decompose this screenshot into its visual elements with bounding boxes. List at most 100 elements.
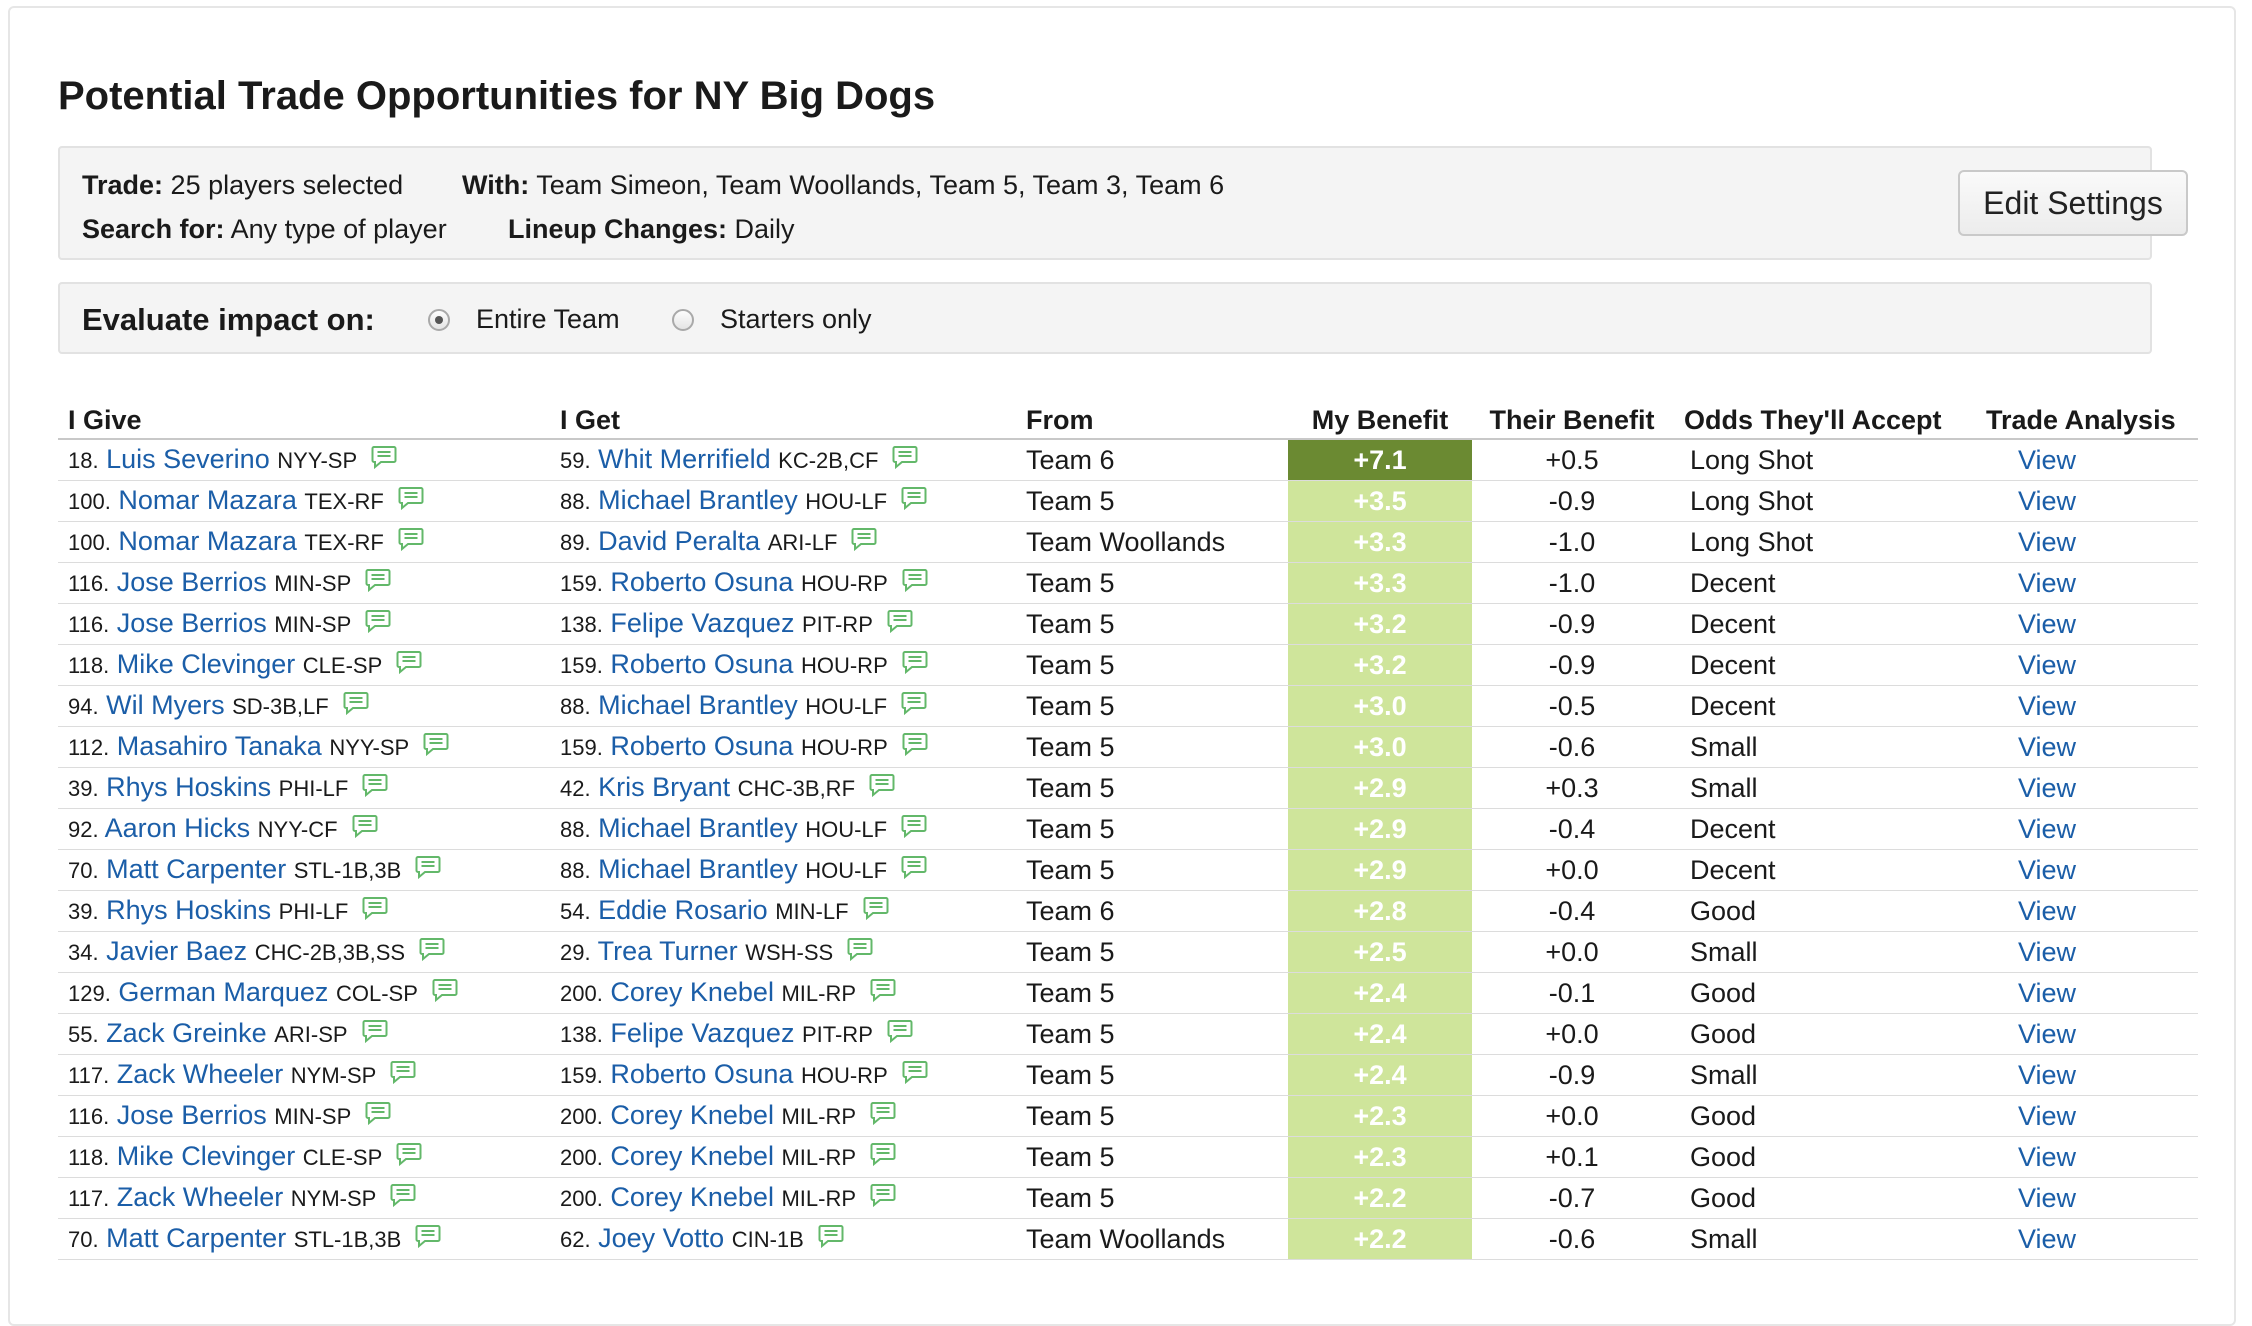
view-trade-link[interactable]: View (2018, 608, 2077, 639)
player-note-icon[interactable] (343, 691, 369, 722)
player-note-icon[interactable] (398, 486, 424, 517)
give-player-link[interactable]: Luis Severino (106, 443, 270, 474)
get-player-link[interactable]: Felipe Vazquez (610, 1017, 795, 1048)
view-trade-link[interactable]: View (2018, 1182, 2077, 1213)
edit-settings-button[interactable]: Edit Settings (1958, 170, 2188, 236)
player-note-icon[interactable] (870, 1142, 896, 1173)
get-player-link[interactable]: Corey Knebel (610, 1099, 774, 1130)
player-note-icon[interactable] (390, 1060, 416, 1091)
view-trade-link[interactable]: View (2018, 567, 2077, 598)
get-player-link[interactable]: Felipe Vazquez (610, 607, 795, 638)
header-their-benefit[interactable]: Their Benefit (1472, 396, 1672, 440)
get-player-link[interactable]: Michael Brantley (598, 689, 798, 720)
get-player-link[interactable]: Trea Turner (597, 935, 738, 966)
player-note-icon[interactable] (870, 1183, 896, 1214)
player-note-icon[interactable] (365, 609, 391, 640)
player-note-icon[interactable] (423, 732, 449, 763)
give-player-link[interactable]: Zack Wheeler (116, 1181, 284, 1212)
player-note-icon[interactable] (869, 773, 895, 804)
get-player-link[interactable]: David Peralta (598, 525, 761, 556)
view-trade-link[interactable]: View (2018, 936, 2077, 967)
player-note-icon[interactable] (901, 691, 927, 722)
get-player-link[interactable]: Corey Knebel (610, 1140, 774, 1171)
give-player-link[interactable]: Aaron Hicks (104, 812, 251, 843)
player-note-icon[interactable] (432, 978, 458, 1009)
player-note-icon[interactable] (818, 1224, 844, 1255)
view-trade-link[interactable]: View (2018, 1018, 2077, 1049)
header-odds[interactable]: Odds They'll Accept (1672, 396, 1941, 440)
player-note-icon[interactable] (887, 609, 913, 640)
get-player-link[interactable]: Roberto Osuna (610, 1058, 794, 1089)
get-player-link[interactable]: Joey Votto (598, 1222, 725, 1253)
player-note-icon[interactable] (902, 650, 928, 681)
give-player-link[interactable]: Javier Baez (106, 935, 248, 966)
player-note-icon[interactable] (396, 1142, 422, 1173)
give-player-link[interactable]: Nomar Mazara (118, 484, 297, 515)
radio-entire-team[interactable]: Entire Team (428, 304, 620, 335)
player-note-icon[interactable] (901, 855, 927, 886)
player-note-icon[interactable] (847, 937, 873, 968)
get-player-link[interactable]: Roberto Osuna (610, 566, 794, 597)
view-trade-link[interactable]: View (2018, 854, 2077, 885)
give-player-link[interactable]: Zack Wheeler (116, 1058, 284, 1089)
player-note-icon[interactable] (902, 1060, 928, 1091)
player-note-icon[interactable] (352, 814, 378, 845)
get-player-link[interactable]: Michael Brantley (598, 484, 798, 515)
header-trade-analysis[interactable]: Trade Analysis (1928, 396, 2198, 440)
player-note-icon[interactable] (362, 896, 388, 927)
give-player-link[interactable]: Mike Clevinger (116, 1140, 296, 1171)
give-player-link[interactable]: Wil Myers (106, 689, 225, 720)
view-trade-link[interactable]: View (2018, 690, 2077, 721)
player-note-icon[interactable] (887, 1019, 913, 1050)
view-trade-link[interactable]: View (2018, 1141, 2077, 1172)
view-trade-link[interactable]: View (2018, 895, 2077, 926)
view-trade-link[interactable]: View (2018, 649, 2077, 680)
give-player-link[interactable]: Matt Carpenter (106, 853, 287, 884)
header-i-give[interactable]: I Give (58, 396, 550, 440)
player-note-icon[interactable] (851, 527, 877, 558)
give-player-link[interactable]: Jose Berrios (116, 607, 267, 638)
player-note-icon[interactable] (901, 486, 927, 517)
view-trade-link[interactable]: View (2018, 526, 2077, 557)
header-my-benefit[interactable]: My Benefit (1288, 396, 1472, 440)
view-trade-link[interactable]: View (2018, 1223, 2077, 1254)
player-note-icon[interactable] (901, 814, 927, 845)
give-player-link[interactable]: Masahiro Tanaka (116, 730, 322, 761)
get-player-link[interactable]: Corey Knebel (610, 1181, 774, 1212)
player-note-icon[interactable] (902, 732, 928, 763)
player-note-icon[interactable] (390, 1183, 416, 1214)
get-player-link[interactable]: Corey Knebel (610, 976, 774, 1007)
view-trade-link[interactable]: View (2018, 485, 2077, 516)
view-trade-link[interactable]: View (2018, 731, 2077, 762)
view-trade-link[interactable]: View (2018, 1059, 2077, 1090)
view-trade-link[interactable]: View (2018, 772, 2077, 803)
get-player-link[interactable]: Whit Merrifield (598, 443, 771, 474)
give-player-link[interactable]: Rhys Hoskins (106, 771, 272, 802)
get-player-link[interactable]: Kris Bryant (598, 771, 731, 802)
player-note-icon[interactable] (362, 773, 388, 804)
player-note-icon[interactable] (365, 1101, 391, 1132)
player-note-icon[interactable] (365, 568, 391, 599)
player-note-icon[interactable] (902, 568, 928, 599)
player-note-icon[interactable] (870, 1101, 896, 1132)
give-player-link[interactable]: Jose Berrios (116, 566, 267, 597)
give-player-link[interactable]: Rhys Hoskins (106, 894, 272, 925)
header-i-get[interactable]: I Get (550, 396, 1016, 440)
player-note-icon[interactable] (870, 978, 896, 1009)
get-player-link[interactable]: Michael Brantley (598, 812, 798, 843)
radio-button-unchecked[interactable] (672, 308, 694, 331)
view-trade-link[interactable]: View (2018, 813, 2077, 844)
get-player-link[interactable]: Roberto Osuna (610, 648, 794, 679)
get-player-link[interactable]: Michael Brantley (598, 853, 798, 884)
player-note-icon[interactable] (398, 527, 424, 558)
give-player-link[interactable]: Zack Greinke (106, 1017, 267, 1048)
give-player-link[interactable]: German Marquez (118, 976, 329, 1007)
player-note-icon[interactable] (396, 650, 422, 681)
view-trade-link[interactable]: View (2018, 977, 2077, 1008)
player-note-icon[interactable] (892, 445, 918, 476)
player-note-icon[interactable] (863, 896, 889, 927)
give-player-link[interactable]: Jose Berrios (116, 1099, 267, 1130)
give-player-link[interactable]: Mike Clevinger (116, 648, 296, 679)
player-note-icon[interactable] (419, 937, 445, 968)
player-note-icon[interactable] (362, 1019, 388, 1050)
